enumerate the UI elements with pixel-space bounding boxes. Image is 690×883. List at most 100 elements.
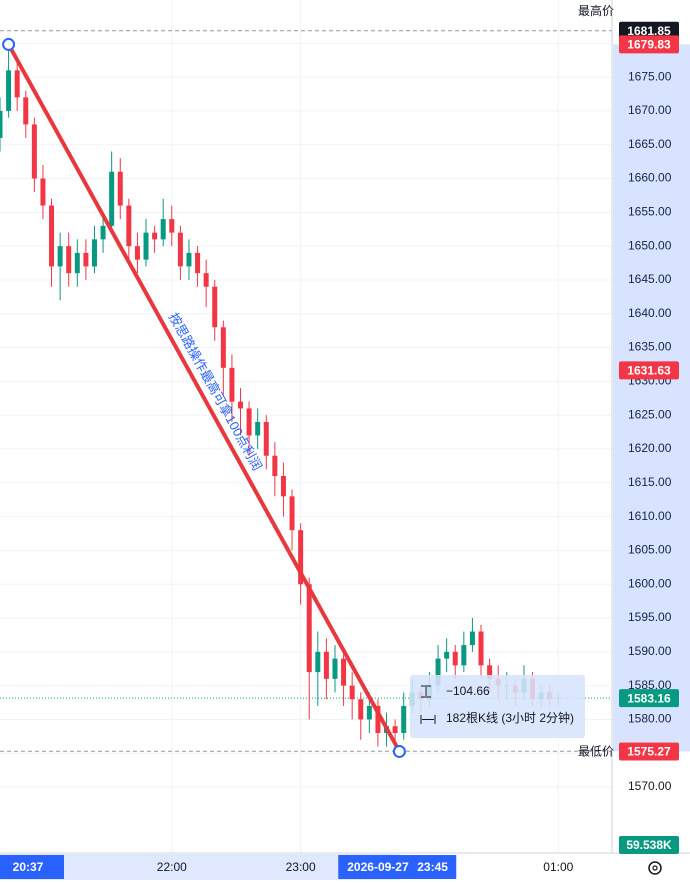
candle-body <box>392 726 398 733</box>
y-tick-label: 1620.00 <box>628 441 672 455</box>
trend-handle <box>2 37 16 51</box>
candle-body <box>298 530 304 585</box>
candle-body <box>109 171 115 226</box>
start-time-label: 20:37 <box>13 860 44 874</box>
candle-body <box>100 225 106 240</box>
candle-body <box>280 476 286 497</box>
candle-body <box>160 219 166 240</box>
candle-body <box>341 658 347 686</box>
y-tick-label: 1670.00 <box>628 103 672 117</box>
y-tick-label: 1660.00 <box>628 171 672 185</box>
y-tick-label: 1640.00 <box>628 306 672 320</box>
x-tick-label: 22:00 <box>157 860 187 874</box>
measure-box <box>410 675 585 738</box>
candle-body <box>126 205 132 247</box>
candle-body <box>323 651 329 679</box>
candle-body <box>255 421 261 436</box>
candle-body <box>289 496 295 531</box>
candle-body <box>40 178 46 206</box>
y-tick-label: 1580.00 <box>628 712 672 726</box>
candle-body <box>152 232 158 240</box>
trend-line <box>6 43 402 753</box>
price-tag <box>619 742 679 761</box>
crosshair-time: 23:45 <box>417 860 448 874</box>
y-tick-label: 1585.00 <box>628 678 672 692</box>
candle-body <box>143 232 149 260</box>
candle-body <box>435 658 441 686</box>
candle-body <box>6 70 12 111</box>
y-tick-label: 1665.00 <box>628 137 672 151</box>
y-tick-label: 1675.00 <box>628 69 672 83</box>
volume-tag <box>619 836 679 854</box>
y-tick-label: 1610.00 <box>628 509 672 523</box>
candle-body <box>246 408 252 436</box>
x-tick-label: 23:00 <box>286 860 316 874</box>
price-tag-label: 1583.16 <box>627 691 671 705</box>
price-tag-label: 1681.85 <box>627 24 671 38</box>
candle-body <box>0 110 3 138</box>
candle-body <box>23 97 29 125</box>
candle-body <box>263 421 269 456</box>
crosshair-date: 2026-09-27 <box>347 860 409 874</box>
candle-body <box>212 286 218 328</box>
candle-body <box>66 246 72 274</box>
candle-body <box>238 401 244 409</box>
measure-icon <box>420 715 436 724</box>
candle-body <box>478 631 484 666</box>
price-tag-label: 1679.83 <box>627 38 671 52</box>
settings-icon[interactable] <box>648 861 662 875</box>
candle-body <box>487 665 493 679</box>
candle-body <box>444 651 450 659</box>
candle-body <box>57 246 63 267</box>
crosshair-time-tag <box>338 855 457 879</box>
price-tag-label: 1631.63 <box>627 364 671 378</box>
candle-body <box>358 699 364 720</box>
price-axis <box>612 0 690 853</box>
candle-body <box>203 273 209 287</box>
y-tick-label: 1595.00 <box>628 610 672 624</box>
volume-label: 59.538K <box>626 838 672 852</box>
candle-body <box>186 252 192 267</box>
price-tag <box>619 21 679 40</box>
measure-bars: 182根K线 (3小时 2分钟) <box>446 710 574 725</box>
axis-range-band <box>613 44 690 752</box>
candle-body <box>31 124 37 179</box>
candle-body <box>134 246 140 260</box>
candle-body <box>452 651 458 666</box>
x-tick-label: 01:00 <box>543 860 573 874</box>
candle-body <box>177 232 183 267</box>
y-tick-label: 1655.00 <box>628 204 672 218</box>
candle-body <box>74 252 80 274</box>
price-tag <box>619 689 679 708</box>
settings-icon-core <box>652 865 658 871</box>
candle-body <box>91 239 97 267</box>
start-time-tag <box>0 855 64 879</box>
high-price-name: 最高价 <box>578 3 614 18</box>
candle-body <box>169 219 175 233</box>
y-tick-label: 1600.00 <box>628 576 672 590</box>
y-tick-label: 1650.00 <box>628 238 672 252</box>
candle-body <box>272 455 278 477</box>
candle-body <box>401 705 407 733</box>
candle-body <box>315 651 321 673</box>
y-tick-label: 1605.00 <box>628 543 672 557</box>
candle-body <box>469 631 475 646</box>
candle-body <box>49 205 55 267</box>
candle-body <box>14 70 20 98</box>
candle-body <box>195 252 201 274</box>
candle-body <box>366 705 372 720</box>
measure-icon <box>421 685 431 698</box>
y-tick-label: 1590.00 <box>628 644 672 658</box>
y-tick-label: 1635.00 <box>628 340 672 354</box>
y-tick-label: 1570.00 <box>628 779 672 793</box>
candle-body <box>229 367 235 402</box>
measure-change: −104.66 <box>446 684 490 698</box>
price-tag <box>619 361 679 380</box>
candle-body <box>332 658 338 679</box>
candle-body <box>349 685 355 700</box>
low-price-name: 最低价 <box>578 744 614 758</box>
time-range-band <box>0 854 400 880</box>
